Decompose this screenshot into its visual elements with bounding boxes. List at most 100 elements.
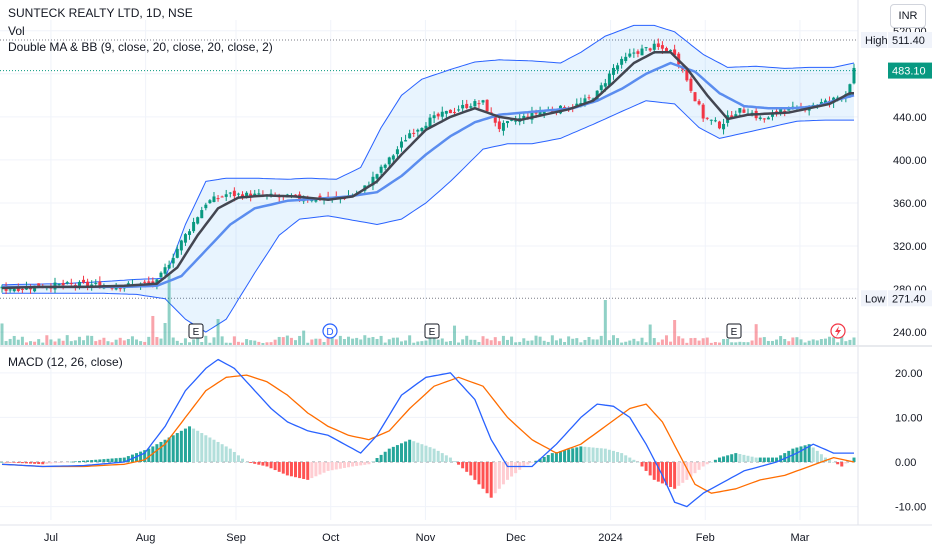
volume-bar — [799, 339, 803, 345]
macd-histogram-bar — [709, 462, 713, 463]
volume-bar — [575, 338, 579, 345]
candle — [216, 194, 220, 202]
earnings-marker-label: E — [731, 327, 738, 338]
candle — [636, 49, 640, 58]
macd-histogram-bar — [648, 462, 652, 476]
candle — [689, 76, 693, 93]
macd-histogram-bar — [289, 462, 293, 477]
macd-histogram-bar — [563, 450, 567, 463]
macd-indicator-label[interactable]: MACD (12, 26, close) — [8, 355, 123, 369]
macd-histogram-bar — [139, 451, 143, 463]
volume-bar — [0, 323, 4, 345]
volume-bar — [57, 338, 61, 345]
candle-body — [143, 281, 147, 283]
volume-bar — [440, 338, 444, 345]
candle-body — [179, 240, 183, 251]
candle-body — [848, 84, 852, 96]
volume-bar — [69, 341, 73, 345]
time-axis-tick: Oct — [322, 532, 339, 544]
candle-body — [481, 100, 485, 103]
macd-histogram-bar — [175, 433, 179, 463]
volume-bar — [114, 339, 118, 345]
earnings-marker — [424, 323, 440, 339]
macd-histogram-bar — [310, 462, 314, 479]
volume-bar — [571, 338, 575, 345]
macd-histogram-bar — [632, 459, 636, 463]
candle-body — [599, 85, 603, 91]
volume-bar — [673, 320, 677, 345]
volume-indicator-label[interactable]: Vol — [8, 24, 25, 38]
macd-histogram-bar — [65, 462, 69, 463]
macd-histogram-bar — [342, 462, 346, 468]
volume-bar — [428, 338, 432, 345]
candle — [371, 171, 375, 191]
macd-histogram-bar — [355, 462, 359, 466]
low-label: Low — [861, 290, 887, 307]
macd-histogram-bar — [575, 447, 579, 463]
volume-bar — [840, 336, 844, 345]
macd-histogram-bar — [640, 462, 644, 467]
macd-histogram-bar — [179, 430, 183, 463]
candle-body — [404, 140, 408, 142]
bb-indicator-label[interactable]: Double MA & BB (9, close, 20, close, 20,… — [8, 40, 273, 54]
candle — [770, 109, 774, 121]
macd-histogram-bar — [114, 458, 118, 463]
candle-body — [147, 281, 151, 283]
volume-bar — [795, 337, 799, 345]
candle-body — [501, 122, 505, 131]
volume-bar — [192, 339, 196, 345]
volume-bar — [379, 335, 383, 345]
macd-histogram-bar — [485, 462, 489, 494]
currency-button[interactable]: INR — [890, 4, 926, 28]
volume-bar — [505, 339, 509, 345]
macd-histogram-bar — [766, 457, 770, 463]
volume-bar — [363, 335, 367, 345]
candle-body — [159, 272, 163, 278]
volume-bar — [530, 340, 534, 345]
volume-bar — [514, 342, 518, 345]
macd-axis-tick: 0.00 — [895, 457, 916, 469]
volume-bar — [616, 338, 620, 345]
volume-bar — [183, 338, 187, 345]
macd-histogram-bar — [86, 460, 90, 463]
macd-histogram-bar — [57, 462, 61, 463]
volume-bar — [53, 341, 57, 345]
macd-histogram-bar — [314, 462, 318, 477]
volume-bar — [436, 339, 440, 345]
candle-body — [587, 97, 591, 99]
ma20-line — [2, 61, 855, 289]
volume-bar — [126, 339, 130, 345]
candle — [693, 91, 697, 102]
macd-histogram-bar — [106, 458, 110, 463]
candle-body — [628, 53, 632, 57]
volume-bar — [603, 300, 607, 345]
volume-bar — [664, 335, 668, 345]
high-value: 511.40 — [888, 32, 932, 49]
candle — [175, 245, 179, 259]
candle — [477, 100, 481, 109]
volume-bar — [554, 340, 558, 345]
volume-bar — [730, 342, 734, 345]
candle — [448, 109, 452, 114]
candle — [183, 233, 187, 246]
candle-body — [412, 132, 416, 134]
candle-body — [436, 113, 440, 117]
volume-bar — [522, 338, 526, 345]
candle-body — [514, 120, 518, 122]
macd-histogram-bar — [815, 450, 819, 463]
macd-histogram-bar — [302, 462, 306, 479]
candle-body — [171, 257, 175, 264]
candle-body — [603, 83, 607, 87]
volume-bar — [469, 339, 473, 345]
candle — [208, 199, 212, 204]
macd-histogram-bar — [167, 437, 171, 463]
volume-bar — [819, 339, 823, 345]
candle-body — [204, 204, 208, 209]
candle-body — [636, 51, 640, 54]
macd-histogram-bar — [383, 451, 387, 463]
macd-histogram-bar — [599, 448, 603, 463]
volume-bar — [24, 342, 28, 345]
macd-histogram-bar — [660, 462, 664, 484]
volume-bar — [501, 335, 505, 345]
